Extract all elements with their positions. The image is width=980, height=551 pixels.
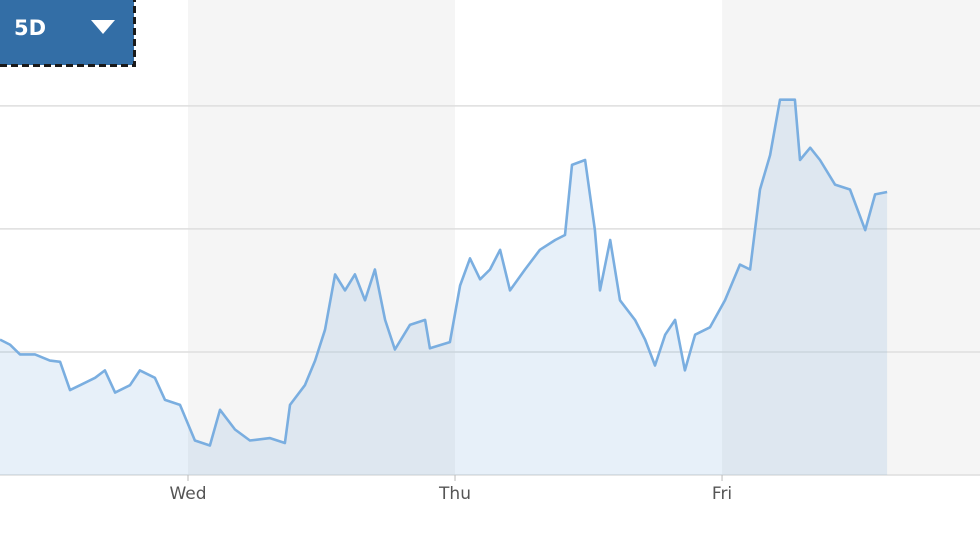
focus-outline [0, 0, 136, 67]
bands [187, 0, 980, 475]
area-fill [0, 99, 888, 475]
range-label[interactable]: 5D [14, 16, 46, 40]
x-tick-label: Wed [169, 484, 206, 504]
day-band [187, 0, 456, 475]
x-axis: Wed Thu Fri [169, 475, 732, 504]
range-button[interactable] [0, 0, 134, 65]
day-band [722, 0, 980, 475]
range-selector[interactable]: 5D [0, 0, 136, 67]
plot [0, 98, 888, 475]
grid [0, 105, 980, 476]
x-tick-label: Fri [712, 484, 732, 504]
price-line [0, 98, 888, 447]
x-tick-label: Thu [438, 484, 471, 504]
dropdown-arrow [91, 20, 115, 34]
